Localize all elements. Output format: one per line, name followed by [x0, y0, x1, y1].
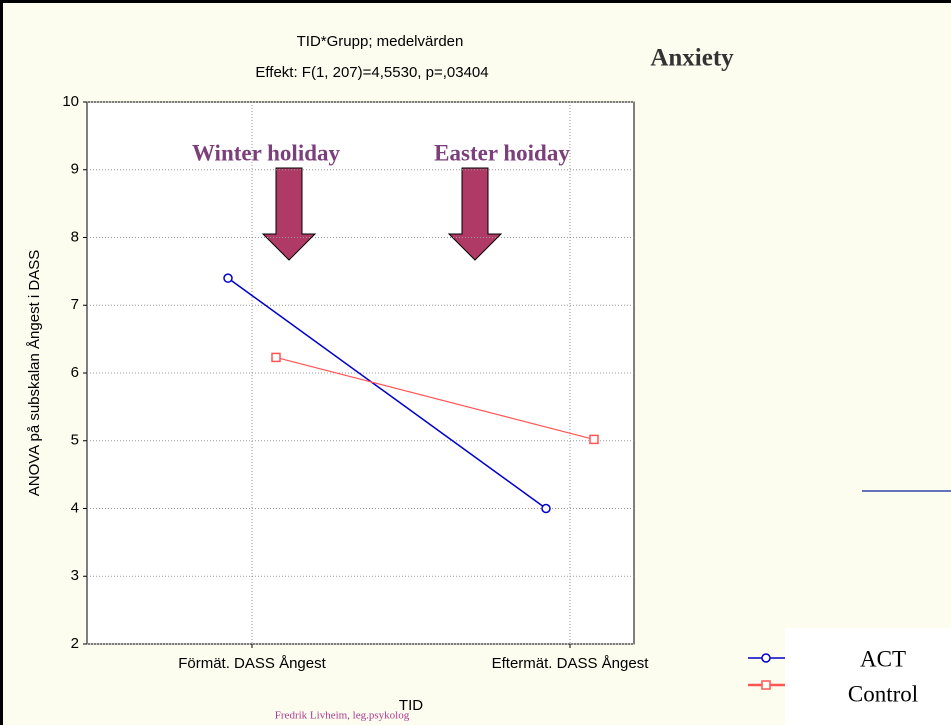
legend-label: Control [848, 681, 918, 706]
y-tick-label: 5 [71, 432, 79, 449]
x-axis-label: TID [399, 697, 423, 714]
point [761, 680, 771, 690]
y-tick-label: 9 [71, 161, 79, 178]
y-axis-label: ANOVA på subskalan Ångest i DASS [26, 250, 43, 497]
annotation: Easter hoiday [434, 140, 570, 165]
x-tick-label: Eftermät. DASS Ångest [492, 655, 650, 672]
chart-subtitle: Effekt: F(1, 207)=4,5530, p=,03404 [255, 64, 488, 81]
y-tick-label: 7 [71, 296, 79, 313]
legend-label: ACT [860, 646, 906, 671]
y-tick-label: 10 [62, 93, 79, 110]
series-line [227, 277, 547, 510]
footer: Fredrik Livheim, leg.psykolog [275, 710, 410, 722]
annotation: Anxiety [650, 45, 734, 72]
annotation: Winter holiday [192, 140, 341, 165]
y-tick-label: 8 [71, 228, 79, 245]
chart-title: TID*Grupp; medelvärden [297, 33, 464, 50]
point [761, 653, 771, 663]
legend-box [785, 628, 951, 725]
y-tick-label: 4 [71, 499, 79, 516]
series-line [275, 356, 595, 440]
point [541, 503, 551, 514]
y-tick-label: 3 [71, 567, 79, 584]
x-tick-label: Förmät. DASS Ångest [178, 655, 326, 672]
y-tick-label: 6 [71, 364, 79, 381]
y-tick-label: 2 [71, 635, 79, 652]
point [223, 273, 233, 283]
point [271, 352, 281, 363]
point [589, 434, 599, 445]
